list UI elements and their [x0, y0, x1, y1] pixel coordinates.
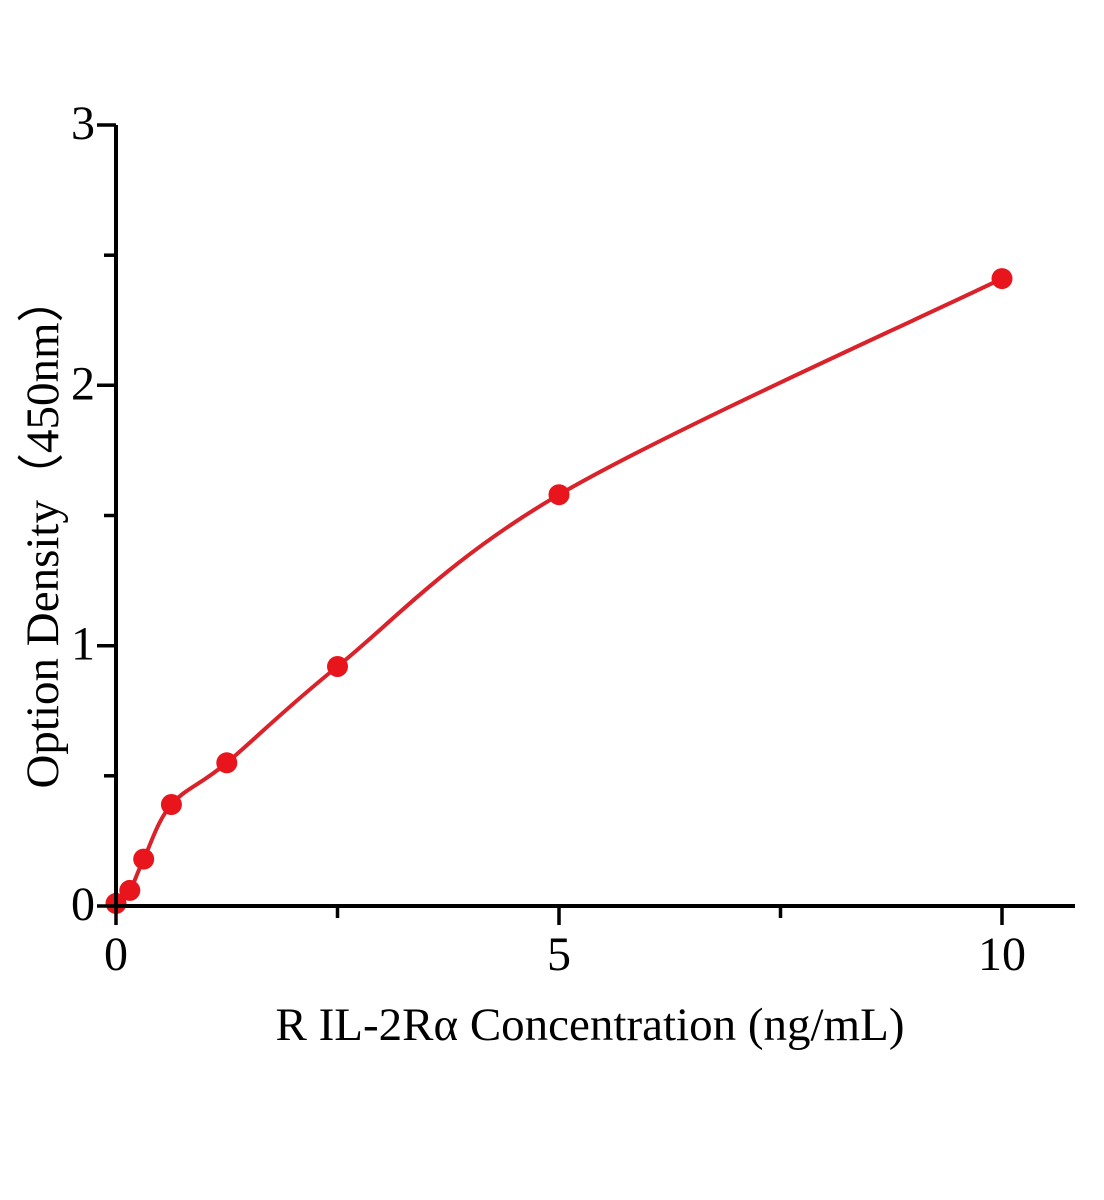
data-point: [133, 848, 155, 870]
x-axis-title: R IL-2Rα Concentration (ng/mL): [276, 999, 905, 1051]
data-point: [548, 484, 570, 506]
data-point: [119, 879, 141, 901]
x-axis-tick-label: 5: [547, 928, 571, 981]
x-axis-tick-label: 0: [104, 928, 128, 981]
data-point: [216, 752, 238, 774]
data-point: [160, 794, 182, 815]
data-point: [991, 268, 1013, 290]
y-axis-tick-label: 0: [71, 878, 95, 931]
y-axis-tick-label: 1: [71, 618, 95, 671]
data-point: [327, 656, 348, 677]
y-axis-title: Option Density（450nm）: [17, 275, 69, 788]
fit-curve: [114, 276, 1003, 905]
x-axis-tick-label: 10: [978, 928, 1026, 981]
y-axis-tick-label: 2: [71, 357, 95, 410]
y-axis-tick-label: 3: [71, 97, 95, 150]
axes-group: 0 1 2 3 0 5 10: [71, 97, 1075, 981]
series-group: [105, 268, 1013, 914]
axis-lines: [114, 125, 1075, 908]
